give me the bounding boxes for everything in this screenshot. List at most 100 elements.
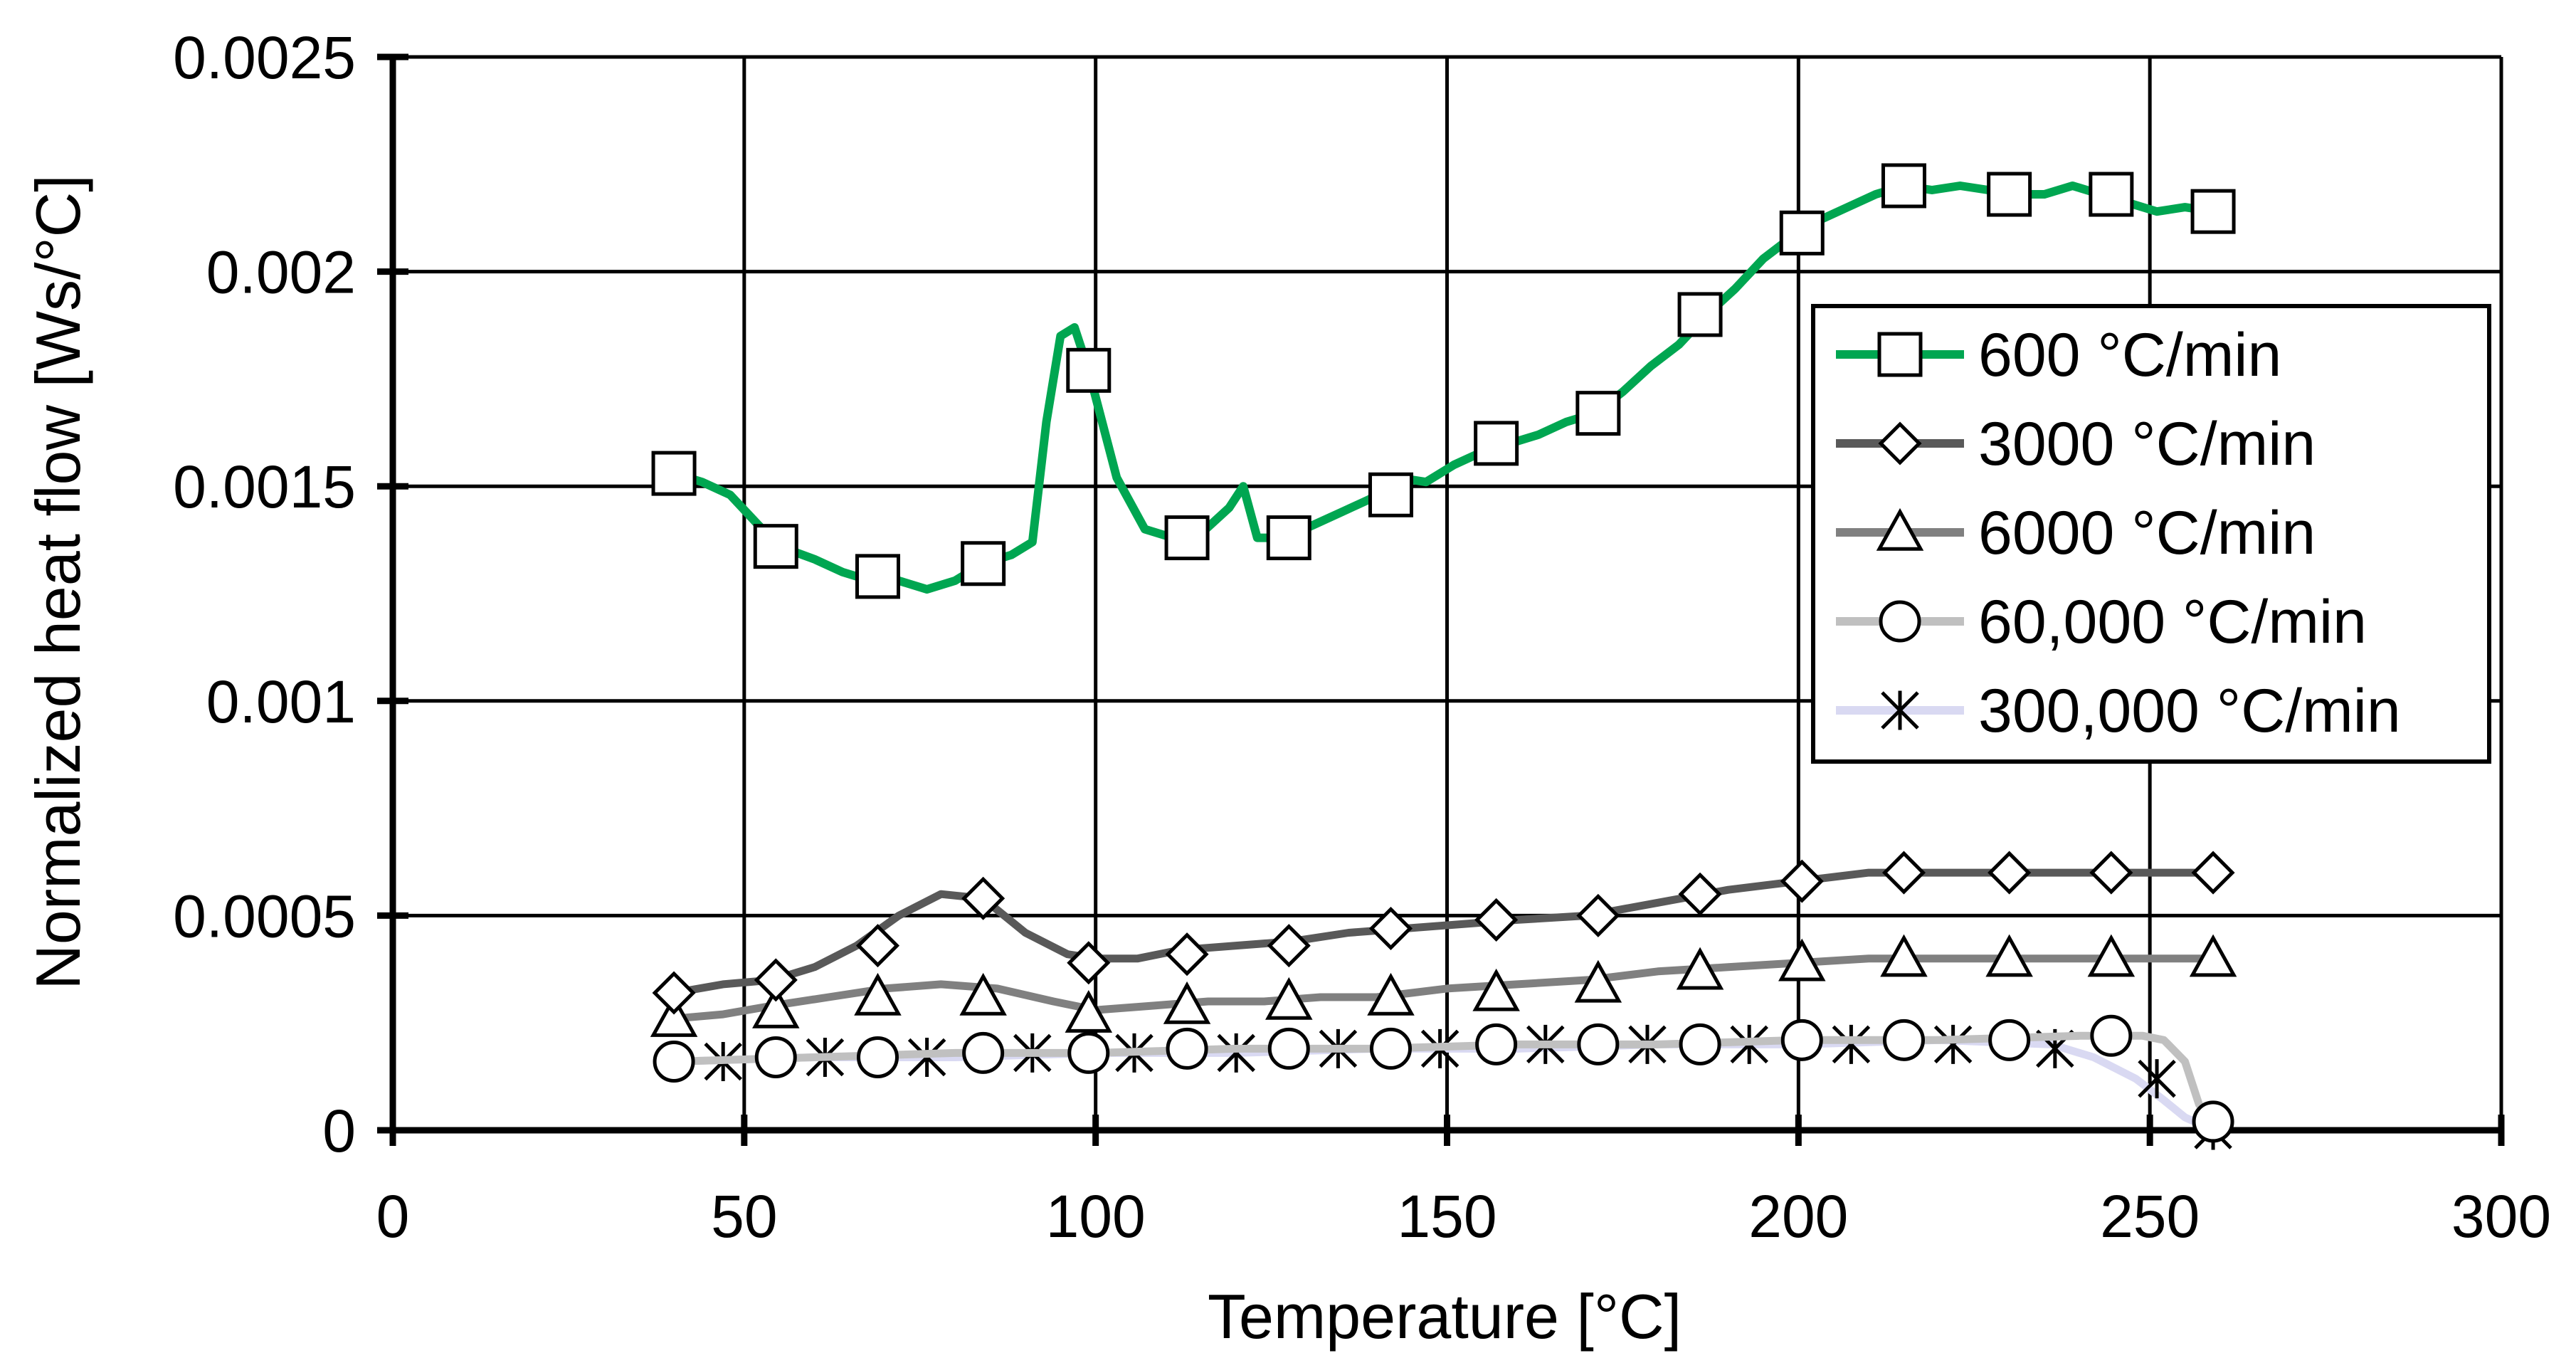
x-tick-label: 100 [1046,1183,1146,1250]
series-1 [652,851,2235,1015]
data-point-diamond [1067,941,1111,985]
series-3 [653,1014,2234,1143]
data-point-square [1779,210,1825,256]
data-point-diamond [1368,906,1413,951]
data-point-circle [2090,1014,2133,1057]
data-point-circle [754,1036,797,1078]
x-tick-label: 0 [376,1183,410,1250]
legend-marker-triangle [1876,507,1924,551]
legend-label-4: 300,000 °C/min [1978,677,2401,745]
y-tick-label: 0.002 [206,239,356,306]
series-0 [651,163,2236,599]
legend-label-2: 6000 °C/min [1978,499,2316,567]
data-point-square [1164,515,1210,561]
y-tick-label: 0.0005 [173,883,356,949]
data-point-asterisk [1217,1033,1255,1073]
tick-labels: 0 0.0005 0.001 0.0015 0.002 0.0025 0 50 100 150 20… [173,24,2551,1250]
data-point-circle [856,1036,899,1078]
data-point-asterisk [1832,1024,1871,1064]
y-tick-label: 0.001 [206,668,356,735]
data-point-diamond [1165,932,1209,977]
data-point-diamond [1267,924,1311,968]
legend-marker-circle [1879,600,1921,643]
data-point-asterisk [2138,1059,2176,1099]
data-point-diamond [961,876,1005,920]
axes [377,53,2505,1146]
data-point-circle [1780,1019,1823,1061]
data-point-triangle [1472,968,1520,1011]
data-point-diamond [2191,851,2235,895]
legend-label-3: 60,000 °C/min [1978,588,2367,656]
x-axis-title: Temperature [°C] [1208,1281,1682,1352]
data-point-triangle [752,985,800,1028]
y-tick-label: 0 [322,1098,356,1164]
data-point-triangle [650,994,698,1037]
data-point-diamond [652,971,696,1015]
data-point-diamond [855,924,900,968]
data-point-square [753,524,798,569]
legend-entry-1: 3000 °C/min [1836,410,2316,478]
data-point-square [1575,391,1621,436]
data-point-square [855,554,900,599]
data-point-square [2089,172,2134,217]
data-point-square [1066,347,1112,393]
x-tick-label: 200 [1748,1183,1848,1250]
data-point-triangle [1985,934,2033,977]
data-point-triangle [2189,934,2237,977]
legend-label-1: 3000 °C/min [1978,410,2316,478]
data-point-square [2190,189,2236,234]
data-point-asterisk [1933,1024,1973,1064]
data-point-square [1881,163,1926,209]
data-point-triangle [1676,947,1724,990]
data-point-triangle [2087,934,2136,977]
x-tick-label: 150 [1397,1183,1496,1250]
data-point-diamond [2089,851,2133,895]
data-point-circle [1679,1023,1721,1065]
data-point-circle [1882,1019,1925,1061]
data-point-circle [1475,1023,1518,1065]
data-point-square [651,451,697,496]
data-point-square [961,541,1006,586]
x-tick-label: 50 [711,1183,777,1250]
data-point-circle [1267,1027,1310,1070]
series-2 [650,934,2237,1037]
legend-entry-0: 600 °C/min [1836,321,2281,389]
data-point-diamond [1881,851,1926,895]
data-point-triangle [1880,934,1928,977]
data-point-triangle [1265,977,1313,1020]
x-tick-label: 300 [2451,1183,2551,1250]
legend-marker-asterisk [1881,690,1919,730]
legend-entry-4: 300,000 °C/min [1836,677,2401,745]
data-point-circle [1577,1023,1620,1065]
data-point-circle [2192,1100,2234,1143]
data-point-diamond [1780,859,1824,903]
legend-entry-3: 60,000 °C/min [1836,588,2367,656]
data-point-diamond [754,958,798,1002]
data-point-triangle [959,972,1007,1016]
data-point-circle [1369,1027,1412,1070]
data-point-circle [1067,1031,1110,1074]
data-point-square [1368,472,1413,517]
data-point-diamond [1678,872,1722,916]
legend-marker-square [1877,332,1923,377]
data-point-triangle [1574,959,1622,1003]
data-point-triangle [854,972,902,1016]
data-point-diamond [1474,898,1519,942]
x-tick-label: 250 [2100,1183,2200,1250]
data-point-triangle [1065,989,1113,1033]
data-point-triangle [1778,938,1826,982]
data-point-triangle [1163,981,1211,1024]
data-point-circle [653,1040,695,1083]
series-line-2 [670,954,2217,1023]
legend-marker-diamond [1878,421,1922,465]
data-point-triangle [1367,972,1415,1016]
legend-entry-2: 6000 °C/min [1836,499,2316,567]
series-line-3 [670,1031,2217,1126]
y-axis-title: Normalized heat flow [Ws/°C] [23,174,93,989]
data-point-circle [1166,1027,1208,1070]
data-point-diamond [1988,851,2032,895]
legend: 600 °C/min 3000 °C/min 6000 °C/min 60,000 °… [1811,304,2491,764]
data-point-square [1474,421,1519,466]
data-point-square [1266,515,1311,561]
